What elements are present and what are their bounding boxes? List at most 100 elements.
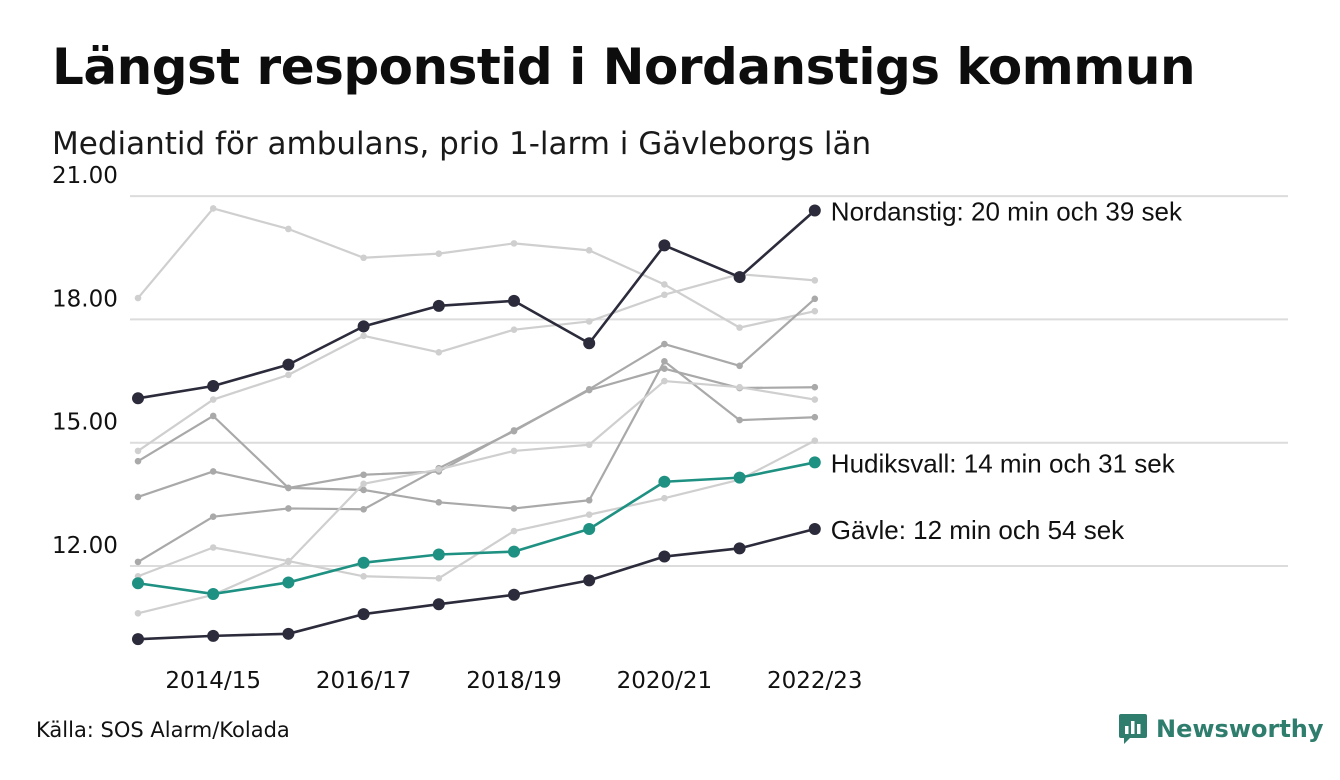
background-series-point-3-0 (134, 493, 142, 501)
background-series-point-1-1 (209, 396, 217, 403)
highlight-series-point-2-5 (508, 588, 520, 601)
highlight-series-point-2-2 (282, 627, 295, 640)
highlight-series-point-1-2 (282, 576, 295, 589)
newsworthy-logo-icon (1119, 714, 1147, 744)
highlight-series-point-2-7 (658, 550, 671, 563)
background-series-point-6-2 (285, 558, 292, 566)
highlight-series-point-0-8 (733, 271, 746, 284)
background-series-point-1-9 (811, 277, 819, 284)
x-tick-label-0: 2014/15 (165, 668, 261, 694)
highlight-series-point-1-3 (357, 556, 370, 569)
y-tick-label-0: 12.00 (52, 533, 118, 559)
highlight-series-point-0-7 (658, 239, 671, 252)
highlight-series-point-1-6 (583, 523, 596, 536)
background-series-point-0-4 (435, 250, 443, 257)
background-series-point-1-0 (134, 447, 142, 455)
background-series-point-6-9 (811, 396, 819, 403)
series-end-label-2: Gävle: 12 min och 54 sek (831, 515, 1125, 545)
series-end-label-0: Nordanstig: 20 min och 39 sek (831, 196, 1183, 226)
background-series-point-0-2 (285, 225, 292, 233)
background-series-point-5-1 (209, 544, 217, 551)
y-tick-label-3: 21.00 (52, 163, 118, 189)
highlight-series-point-2-6 (583, 574, 596, 587)
background-series-point-1-3 (360, 332, 367, 340)
background-series-point-6-4 (435, 466, 443, 473)
highlight-series-point-1-4 (432, 548, 445, 561)
y-tick-label-1: 15.00 (52, 410, 118, 436)
highlight-series-line-1 (136, 461, 817, 596)
background-series-point-1-2 (285, 371, 292, 379)
background-series-point-6-5 (510, 447, 518, 455)
background-series-point-5-5 (510, 527, 518, 535)
background-series-point-4-8 (736, 362, 743, 370)
background-series-point-6-8 (736, 383, 743, 391)
y-tick-label-2: 18.00 (52, 286, 118, 312)
background-series-point-1-4 (435, 348, 443, 356)
highlight-series-point-0-2 (282, 358, 295, 371)
highlight-series-point-1-0 (132, 577, 144, 590)
background-series-point-5-3 (360, 572, 367, 580)
highlight-series-point-2-9 (808, 523, 821, 536)
source-note: Källa: SOS Alarm/Kolada (36, 718, 290, 742)
highlight-series-point-0-1 (207, 379, 220, 392)
background-series-line-0 (136, 207, 816, 329)
background-series-line-6 (136, 379, 816, 615)
background-series-point-4-6 (585, 385, 593, 393)
background-series-point-1-7 (661, 291, 668, 299)
highlight-series-point-1-5 (508, 545, 520, 558)
highlight-series-point-0-5 (508, 294, 520, 307)
background-series-line-4 (136, 297, 816, 563)
highlight-series-point-1-1 (207, 587, 220, 600)
background-series-point-5-7 (661, 494, 668, 502)
background-series-point-2-3 (360, 486, 367, 494)
highlight-series-point-0-4 (432, 299, 445, 312)
background-series-line-1 (136, 273, 816, 453)
highlight-series-point-1-8 (733, 471, 746, 484)
x-tick-label-1: 2016/17 (316, 668, 412, 694)
background-series-line-5 (136, 439, 816, 580)
background-series-point-6-7 (661, 377, 668, 385)
background-series-point-1-5 (510, 326, 518, 333)
background-series-point-3-7 (661, 365, 668, 373)
background-series-point-2-9 (811, 413, 819, 421)
background-series-point-6-6 (585, 441, 593, 449)
background-series-point-6-3 (360, 480, 367, 488)
chart-subtitle: Mediantid för ambulans, prio 1-larm i Gä… (52, 126, 872, 162)
background-series-point-2-1 (209, 412, 217, 420)
background-series-point-4-7 (661, 340, 668, 348)
highlight-series-point-0-3 (357, 320, 370, 333)
background-series-point-3-9 (811, 383, 819, 391)
background-series-point-0-6 (585, 247, 593, 254)
background-series-point-4-1 (209, 513, 217, 520)
background-series-point-2-5 (510, 505, 518, 512)
background-series-point-3-1 (209, 468, 217, 475)
background-series-line-2 (136, 360, 816, 510)
background-series-point-4-0 (134, 558, 142, 566)
highlight-series-point-1-7 (658, 475, 671, 488)
background-series-point-3-2 (285, 484, 292, 492)
highlight-series-line-2 (136, 527, 817, 641)
background-series-point-2-8 (736, 416, 743, 424)
background-series-point-4-9 (811, 295, 819, 303)
x-tick-label-4: 2022/23 (767, 668, 863, 694)
brand-name: Newsworthy (1156, 715, 1324, 743)
background-series-point-0-7 (661, 281, 668, 288)
background-series-point-2-0 (134, 457, 142, 465)
highlight-series-point-2-0 (132, 633, 144, 646)
highlight-series-point-0-0 (132, 392, 144, 405)
background-series-point-2-6 (585, 496, 593, 504)
background-series-point-1-6 (585, 318, 593, 325)
x-tick-label-2: 2018/19 (466, 668, 562, 694)
background-series-point-0-9 (811, 307, 819, 315)
background-series-point-4-2 (285, 505, 292, 512)
highlight-series-point-1-9 (808, 456, 821, 469)
highlight-series-point-0-6 (583, 337, 596, 350)
background-series-point-0-1 (209, 205, 217, 212)
background-series-point-3-3 (360, 471, 367, 479)
background-series-point-0-0 (134, 294, 142, 302)
line-chart: 12.00 15.00 18.00 21.00 2014/15 2016/17 2018/1… (52, 163, 1288, 694)
background-series-point-0-5 (510, 240, 518, 247)
background-series-point-2-4 (435, 498, 443, 506)
background-series-point-2-7 (661, 358, 668, 365)
background-series-point-0-3 (360, 254, 367, 262)
